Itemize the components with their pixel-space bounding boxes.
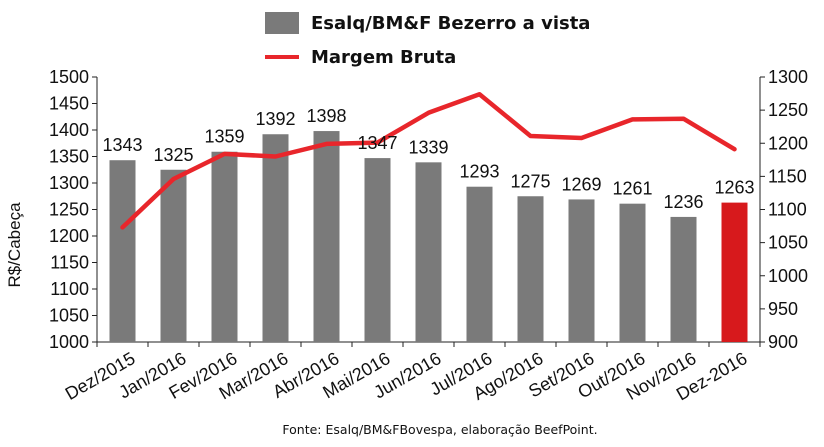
bar xyxy=(313,131,340,342)
y-tick-label-right: 900 xyxy=(768,332,798,352)
y-tick-label-right: 1300 xyxy=(768,67,808,87)
bar-data-label: 1347 xyxy=(357,133,397,153)
legend-label-bar: Esalq/BM&F Bezerro a vista xyxy=(311,13,590,34)
bar-data-label: 1261 xyxy=(612,179,652,199)
y-tick-label-left: 1400 xyxy=(49,120,89,140)
bar xyxy=(466,186,493,342)
bar-data-label: 1359 xyxy=(204,127,244,147)
y-tick-label-left: 1350 xyxy=(49,147,89,167)
y-tick-label-right: 1050 xyxy=(768,233,808,253)
bar-data-label: 1392 xyxy=(255,109,295,129)
y-tick-label-right: 1000 xyxy=(768,266,808,286)
bar-data-label: 1236 xyxy=(663,192,703,212)
bar-data-label: 1325 xyxy=(153,145,193,165)
y-tick-label-right: 1100 xyxy=(768,200,807,220)
bar-data-label: 1293 xyxy=(459,162,499,182)
y-tick-label-right: 950 xyxy=(768,299,798,319)
y-tick-label-left: 1300 xyxy=(49,173,89,193)
bar xyxy=(670,216,697,342)
y-tick-label-left: 1500 xyxy=(49,67,89,87)
legend: Esalq/BM&F Bezerro a vista Margem Bruta xyxy=(265,12,590,68)
y-tick-label-right: 1200 xyxy=(768,133,808,153)
source-note: Fonte: Esalq/BM&FBovespa, elaboração Bee… xyxy=(282,422,597,437)
y-tick-label-left: 1050 xyxy=(49,306,89,326)
bar xyxy=(517,196,544,342)
y-tick-label-right: 1250 xyxy=(768,100,808,120)
margem-bruta-line xyxy=(120,91,737,230)
bar xyxy=(619,203,646,342)
y-tick-label-right: 1150 xyxy=(768,166,807,186)
bar xyxy=(415,162,442,342)
y-axis-title: R$/Cabeça xyxy=(5,202,24,288)
y-tick-label-left: 1000 xyxy=(49,332,89,352)
legend-swatch-bar xyxy=(265,12,299,34)
y-tick-label-left: 1250 xyxy=(49,200,89,220)
bar xyxy=(721,202,748,342)
bar-data-label: 1269 xyxy=(561,174,601,194)
y-tick-label-left: 1100 xyxy=(50,279,89,299)
y-tick-label-left: 1150 xyxy=(50,253,89,273)
bar xyxy=(262,134,289,342)
bar-data-label: 1263 xyxy=(714,178,754,198)
bar-data-label: 1343 xyxy=(102,135,142,155)
y-tick-label-left: 1200 xyxy=(49,226,89,246)
legend-label-line: Margem Bruta xyxy=(311,47,456,68)
bar xyxy=(211,151,238,342)
bar xyxy=(160,169,187,342)
bar-data-label: 1398 xyxy=(306,106,346,126)
bar xyxy=(364,158,391,342)
y-tick-label-left: 1450 xyxy=(49,94,89,114)
bar xyxy=(568,199,595,342)
bar xyxy=(109,160,136,342)
plot-area: 1000 1050 1100 1150 1200 1250 1300 1350 1400 1450… xyxy=(49,67,808,404)
bar-data-label: 1339 xyxy=(408,137,448,157)
bar-data-label: 1275 xyxy=(510,171,550,191)
